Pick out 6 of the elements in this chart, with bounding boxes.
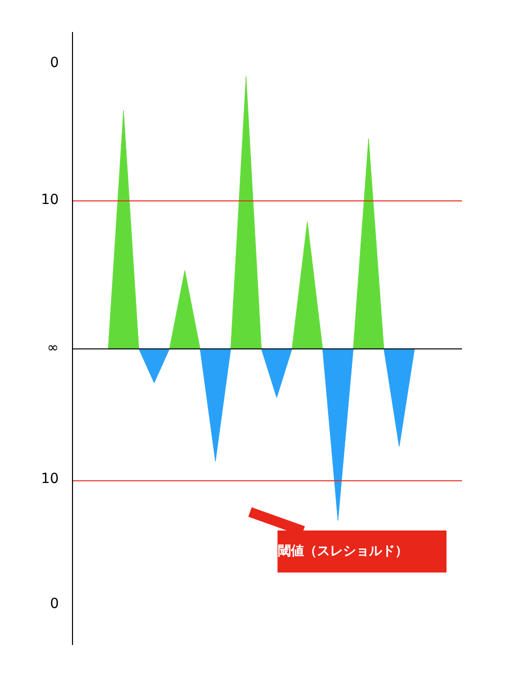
text: 10 <box>41 192 59 208</box>
text: 0 <box>50 596 59 612</box>
text: ∞ <box>47 340 59 356</box>
text: 閾値（スレショルド） <box>278 544 408 559</box>
text: 0 <box>50 55 59 71</box>
text: 10 <box>41 471 59 487</box>
